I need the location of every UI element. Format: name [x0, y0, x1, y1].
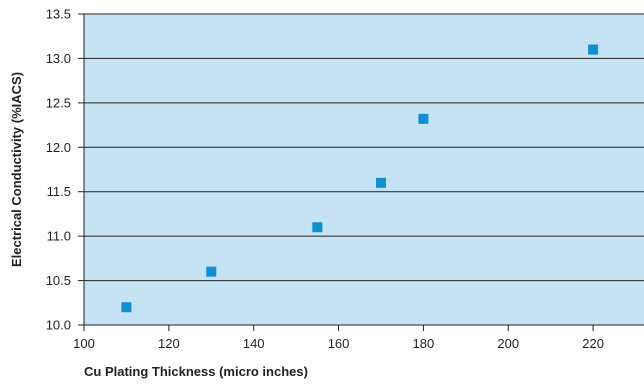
x-tick-label: 180 [413, 336, 435, 351]
data-point [206, 266, 217, 277]
y-axis-title: Electrical Conductivity (%IACS) [9, 72, 24, 267]
y-tick-label: 12.0 [46, 140, 71, 155]
x-tick-label: 200 [497, 336, 519, 351]
y-tick-label: 13.5 [46, 7, 71, 22]
x-tick-label: 140 [243, 336, 265, 351]
y-tick-label: 13.0 [46, 51, 71, 66]
data-point [121, 302, 132, 313]
y-tick-label: 12.5 [46, 95, 71, 110]
data-point [418, 113, 429, 124]
grid-lines [84, 13, 644, 282]
y-tick-labels: 10.0 10.5 11.0 11.5 12.0 12.5 13.0 13.5 [46, 7, 71, 333]
y-tick-label: 11.5 [47, 184, 71, 199]
y-tick-label: 10.0 [46, 318, 71, 333]
x-tick-label: 160 [328, 336, 350, 351]
data-points [121, 44, 599, 313]
x-tick-label: 100 [73, 336, 95, 351]
data-point [588, 44, 599, 55]
x-tick-label: 220 [582, 336, 604, 351]
axes [78, 13, 644, 331]
plot-area [84, 14, 644, 325]
data-point [312, 222, 323, 233]
x-axis-title: Cu Plating Thickness (micro inches) [84, 364, 308, 379]
x-tick-label: 120 [158, 336, 180, 351]
y-tick-label: 10.5 [46, 273, 71, 288]
x-tick-labels: 100 120 140 160 180 200 220 [73, 336, 604, 351]
y-tick-label: 11.0 [47, 229, 71, 244]
data-point [375, 177, 386, 188]
